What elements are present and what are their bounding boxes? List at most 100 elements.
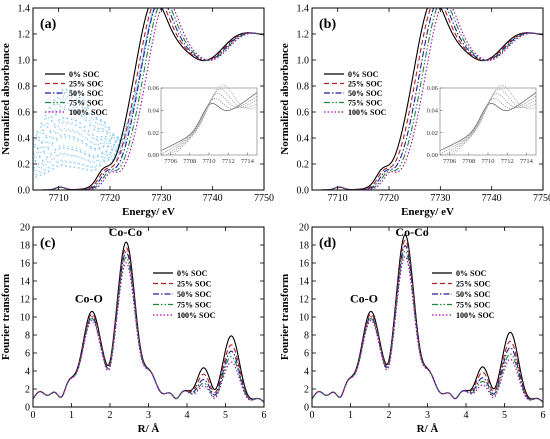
scatter-point — [68, 105, 71, 107]
scatter-point — [72, 148, 74, 151]
scatter-point — [66, 154, 68, 156]
y-axis-label: Fourier transform — [279, 274, 291, 360]
scatter-point — [118, 138, 120, 140]
scatter-point — [38, 156, 41, 159]
scatter-point — [68, 154, 70, 156]
scatter-point — [110, 142, 112, 144]
scatter-point — [112, 133, 115, 135]
scatter-point — [121, 140, 123, 142]
scatter-point — [37, 146, 39, 148]
scatter-point — [69, 136, 71, 138]
y-tick-label: 0.4 — [297, 134, 310, 145]
scatter-point — [96, 118, 98, 120]
scatter-point — [86, 107, 89, 109]
legend-entry: 25% SOC — [177, 280, 212, 289]
scatter-point — [43, 129, 45, 132]
inset-series-line — [439, 95, 537, 155]
series-line — [312, 234, 543, 403]
y-tick-label: 0.8 — [297, 82, 310, 93]
x-tick-label: 1 — [348, 410, 353, 421]
scatter-point — [100, 156, 102, 158]
scatter-point — [98, 130, 100, 133]
scatter-point — [66, 89, 68, 92]
scatter-point — [63, 108, 66, 111]
scatter-point — [80, 133, 83, 136]
scatter-point — [90, 146, 93, 148]
scatter-point — [68, 109, 70, 111]
scatter-point — [113, 155, 115, 158]
legend-entry: 75% SOC — [456, 301, 491, 310]
x-tick-label: 5 — [502, 410, 507, 421]
scatter-point — [34, 161, 37, 163]
x-tick-label: 0 — [31, 410, 36, 421]
series-line — [33, 262, 264, 403]
scatter-point — [34, 169, 36, 172]
scatter-point — [110, 135, 112, 137]
scatter-point — [113, 134, 115, 137]
scatter-point — [110, 153, 112, 155]
scatter-point — [74, 93, 76, 96]
scatter-point — [42, 160, 44, 162]
scatter-point — [87, 133, 89, 135]
scatter-point — [49, 155, 52, 158]
scatter-point — [66, 117, 69, 119]
scatter-point — [71, 104, 74, 106]
scatter-point — [90, 122, 92, 124]
scatter-point — [131, 112, 133, 114]
scatter-point — [77, 162, 79, 165]
scatter-point — [97, 144, 100, 146]
scatter-point — [114, 146, 116, 148]
scatter-point — [124, 130, 126, 133]
scatter-point — [61, 164, 63, 166]
scatter-point — [97, 139, 99, 141]
scatter-point — [81, 115, 83, 118]
scatter-point — [34, 173, 37, 175]
scatter-point — [56, 140, 58, 142]
x-tick-label: 4 — [464, 410, 469, 421]
scatter-point — [103, 141, 106, 143]
scatter-point — [108, 143, 110, 145]
scatter-point — [53, 130, 55, 132]
scatter-point — [60, 135, 63, 137]
y-tick-label: 1.4 — [18, 4, 31, 15]
scatter-point — [85, 165, 88, 167]
inset-x-tick-label: 7708 — [183, 158, 196, 165]
scatter-point — [52, 142, 54, 145]
scatter-point — [108, 159, 110, 161]
scatter-point — [70, 161, 72, 164]
scatter-point — [51, 164, 54, 166]
scatter-point — [143, 49, 146, 52]
scatter-point — [51, 144, 54, 146]
scatter-point — [125, 132, 127, 135]
scatter-point — [49, 161, 51, 163]
scatter-point — [47, 126, 49, 128]
scatter-point — [101, 136, 103, 138]
y-tick-label: 18 — [20, 241, 30, 252]
y-tick-label: 1.0 — [18, 56, 31, 67]
raw-data-scatter — [33, 8, 157, 178]
legend-entry: 0% SOC — [69, 70, 100, 79]
scatter-point — [106, 133, 109, 135]
scatter-point — [47, 123, 49, 125]
scatter-point — [44, 118, 46, 121]
scatter-point — [133, 98, 135, 100]
scatter-point — [84, 151, 86, 153]
inset-x-tick-label: 7706 — [164, 158, 178, 165]
scatter-point — [128, 124, 130, 127]
scatter-point — [73, 137, 75, 139]
inset-y-tick-label: 0.02 — [148, 130, 159, 137]
scatter-point — [50, 137, 53, 139]
scatter-point — [69, 130, 72, 132]
inset-y-tick-label: 0.00 — [148, 152, 159, 159]
inset-y-tick-label: 0.00 — [427, 152, 438, 159]
scatter-point — [65, 135, 67, 137]
scatter-point — [120, 151, 123, 153]
scatter-point — [41, 125, 43, 127]
scatter-point — [40, 122, 43, 125]
scatter-point — [49, 110, 52, 113]
scatter-point — [95, 164, 98, 167]
scatter-point — [93, 129, 96, 131]
scatter-point — [63, 144, 65, 147]
scatter-point — [99, 123, 101, 126]
inset-y-tick-label: 0.06 — [427, 85, 439, 92]
